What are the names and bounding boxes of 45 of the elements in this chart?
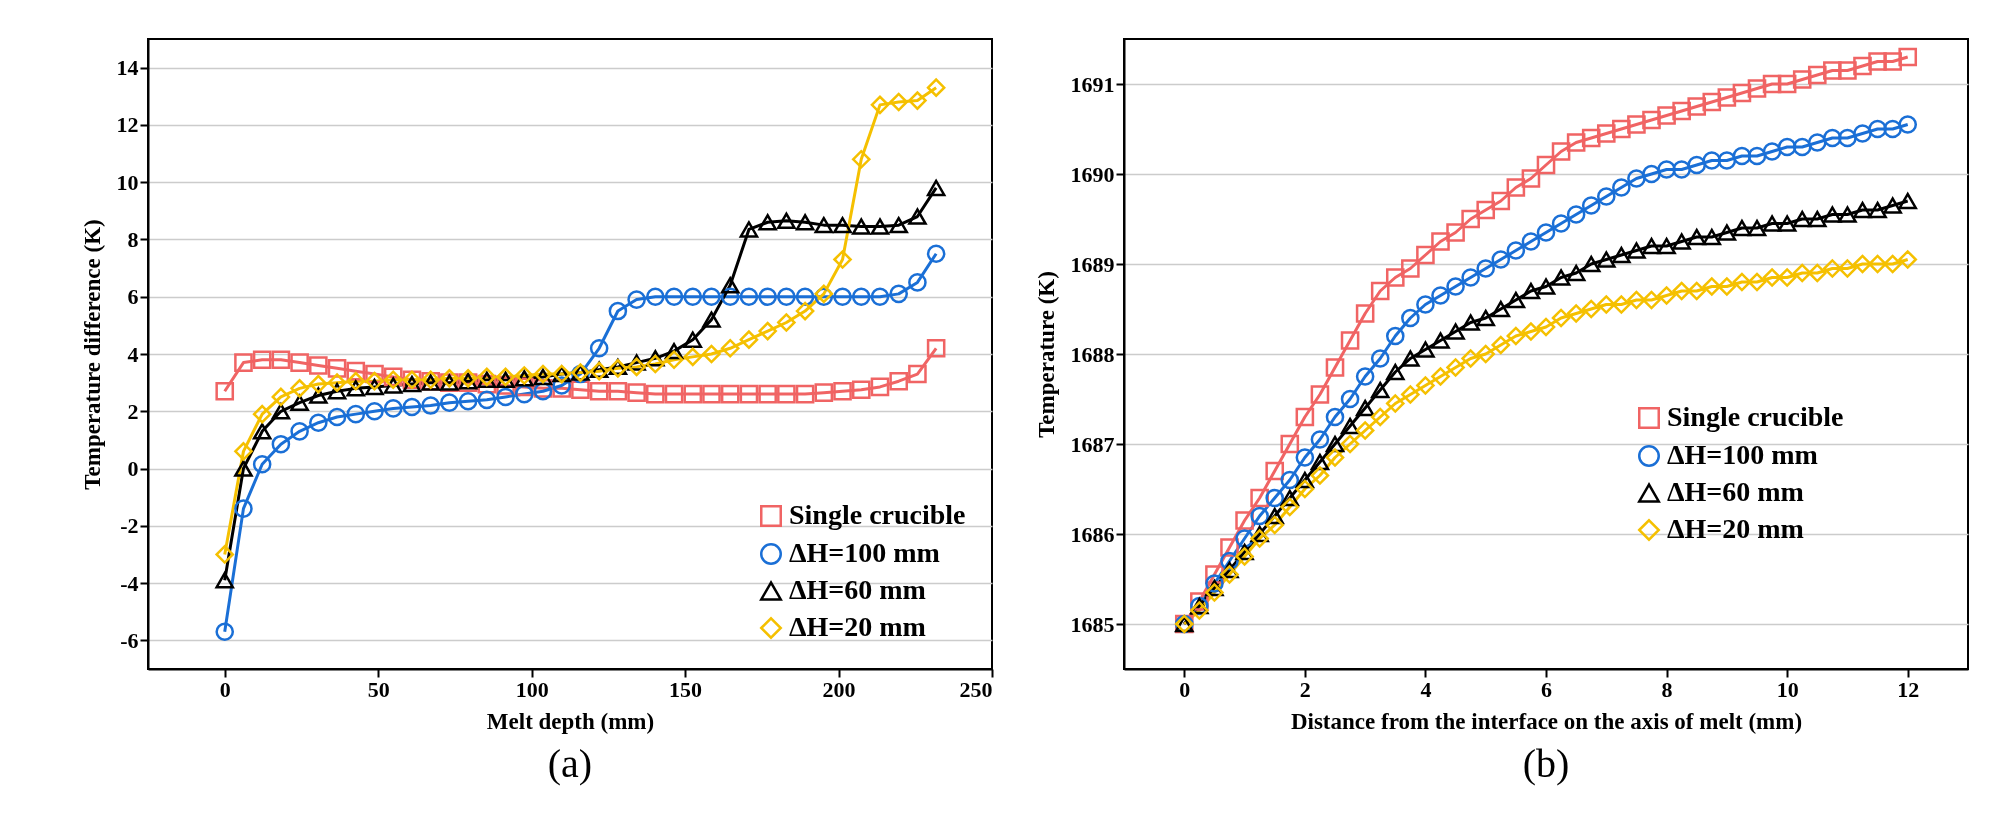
x-tick-label: 150 bbox=[669, 676, 703, 702]
x-tick-label: 250 bbox=[959, 676, 993, 702]
x-tick-label: 4 bbox=[1420, 676, 1432, 702]
y-tick-label: 4 bbox=[127, 341, 139, 367]
y-tick-label: 1689 bbox=[1070, 251, 1115, 277]
y-tick-label: -2 bbox=[120, 513, 139, 539]
x-tick-label: 8 bbox=[1661, 676, 1673, 702]
legend-label: ΔH=100 mm bbox=[789, 537, 940, 568]
x-tick-label: 0 bbox=[1179, 676, 1191, 702]
text: (a) bbox=[547, 741, 593, 786]
x-tick-label: 200 bbox=[822, 676, 856, 702]
y-tick-label: 1687 bbox=[1070, 431, 1115, 457]
x-axis-title: Distance from the interface on the axis of melt (mm) bbox=[1290, 708, 1803, 734]
x-tick-label: 12 bbox=[1897, 676, 1920, 702]
legend-label: Single crucible bbox=[1667, 401, 1844, 432]
legend-label: ΔH=60 mm bbox=[789, 574, 926, 605]
y-tick-label: 10 bbox=[116, 169, 139, 195]
x-tick-label: 0 bbox=[219, 676, 231, 702]
x-tick-label: 50 bbox=[367, 676, 390, 702]
y-axis-title: Temperature difference (K) bbox=[79, 219, 105, 490]
legend-label: Single crucible bbox=[789, 499, 966, 530]
legend-label: ΔH=60 mm bbox=[1667, 476, 1804, 507]
y-tick-label: 1685 bbox=[1070, 611, 1115, 637]
legend-label: ΔH=20 mm bbox=[789, 611, 926, 642]
y-tick-label: 2 bbox=[127, 398, 139, 424]
y-axis-title: Temperature (K) bbox=[1033, 271, 1059, 438]
y-tick-label: -4 bbox=[120, 570, 139, 596]
text: (b) bbox=[1522, 741, 1570, 786]
y-tick-label: 1686 bbox=[1070, 521, 1115, 547]
y-tick-label: 6 bbox=[127, 284, 139, 310]
y-tick-label: 12 bbox=[116, 112, 139, 138]
x-tick-label: 6 bbox=[1541, 676, 1552, 702]
y-tick-label: 1691 bbox=[1070, 71, 1115, 97]
y-tick-label: 14 bbox=[116, 55, 139, 81]
x-tick-label: 2 bbox=[1299, 676, 1311, 702]
y-tick-label: 1688 bbox=[1070, 341, 1115, 367]
y-tick-label: 0 bbox=[127, 456, 139, 482]
legend-label: ΔH=100 mm bbox=[1667, 439, 1818, 470]
y-tick-label: 1690 bbox=[1070, 161, 1115, 187]
y-tick-label: -6 bbox=[120, 627, 139, 653]
x-tick-label: 10 bbox=[1776, 676, 1799, 702]
x-axis-title: Melt depth (mm) bbox=[486, 708, 655, 734]
x-tick-label: 100 bbox=[515, 676, 549, 702]
y-tick-label: 8 bbox=[127, 226, 139, 252]
legend-label: ΔH=20 mm bbox=[1667, 513, 1804, 544]
